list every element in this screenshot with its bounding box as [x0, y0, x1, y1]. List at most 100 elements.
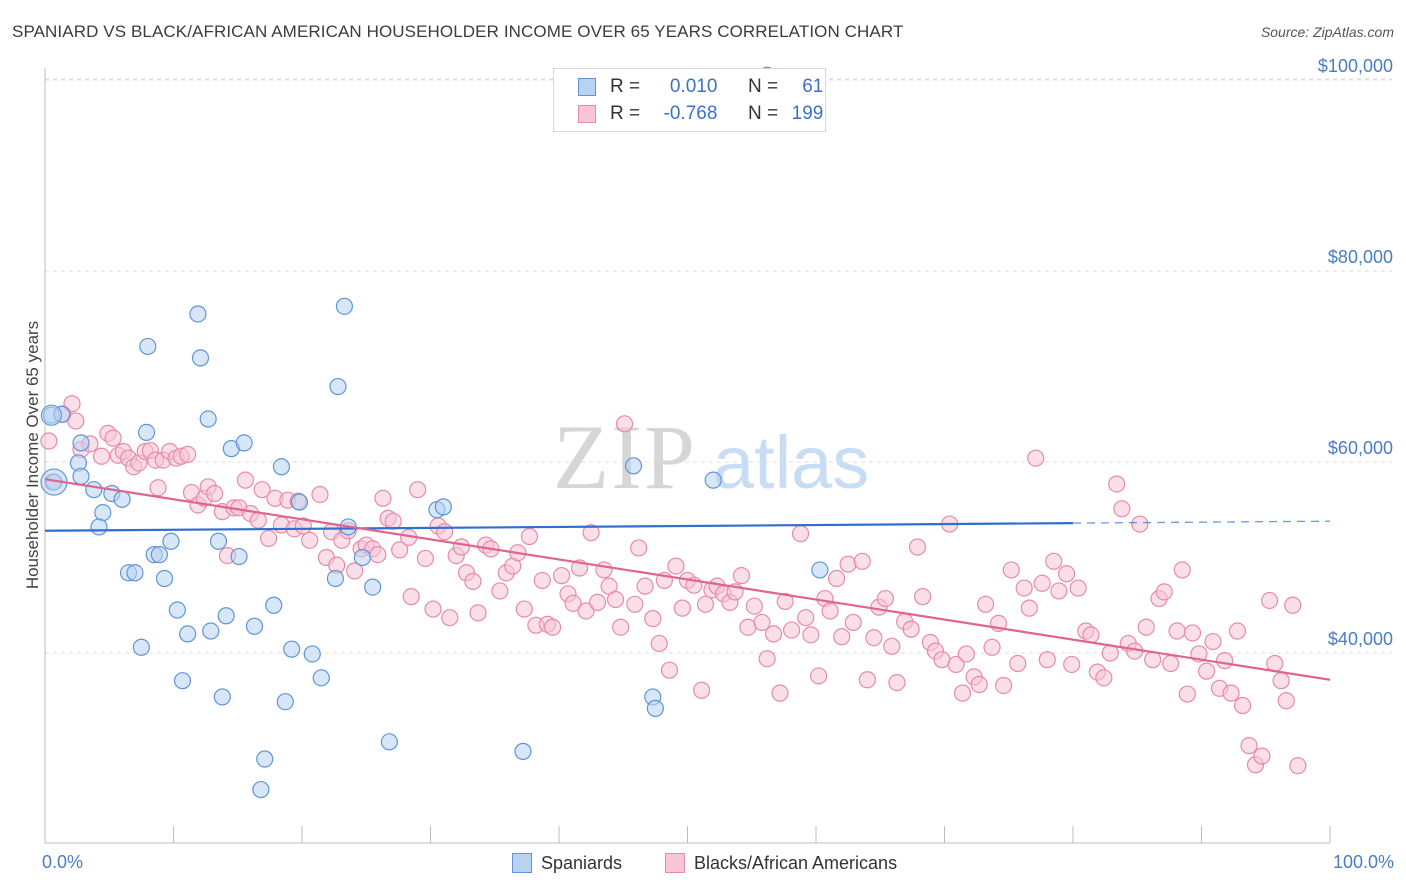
- black-african-american-point: [236, 471, 255, 489]
- spaniard-point: [312, 669, 330, 687]
- y-tick-label: $60,000: [1328, 438, 1393, 458]
- black-african-american-point: [1272, 672, 1290, 690]
- stats-legend: R = 0.010 N = 61 R = -0.768 N = 199: [553, 68, 826, 132]
- black-african-american-point: [809, 667, 828, 685]
- black-african-american-point: [827, 569, 846, 588]
- spaniard-point: [137, 423, 156, 441]
- black-african-american-point: [402, 588, 420, 606]
- black-african-american-point: [595, 561, 613, 579]
- spaniard-point: [353, 548, 371, 567]
- spaniard-point: [85, 481, 103, 499]
- black-african-american-point: [577, 602, 595, 620]
- spaniard-point: [252, 780, 270, 799]
- black-african-american-point: [1228, 622, 1247, 640]
- y-tick-labels: $40,000 $60,000 $80,000 $100,000: [1318, 56, 1393, 649]
- black-african-american-point: [533, 571, 551, 590]
- spaniard-point: [272, 458, 291, 476]
- black-african-american-point: [1137, 618, 1155, 636]
- spaniard-point: [113, 490, 131, 508]
- black-african-american-point: [758, 650, 776, 668]
- black-african-american-point: [853, 552, 871, 570]
- black-african-american-point: [384, 512, 402, 530]
- source-credit: Source: ZipAtlas.com: [1260, 24, 1394, 40]
- black-african-american-point: [753, 613, 771, 632]
- black-african-american-point: [914, 588, 932, 606]
- black-african-american-point: [1155, 583, 1173, 601]
- black-african-american-point: [771, 684, 789, 702]
- black-african-american-point: [782, 621, 801, 639]
- spaniard-point: [265, 596, 283, 614]
- spaniard-point: [72, 434, 90, 452]
- black-african-american-point: [1261, 591, 1279, 610]
- black-african-american-point: [802, 626, 820, 644]
- legend-n-value: 199: [791, 103, 824, 124]
- black-african-american-point: [865, 629, 883, 647]
- spaniard-point: [235, 434, 253, 452]
- spaniard-point: [704, 471, 722, 489]
- spaniard-point: [94, 504, 112, 522]
- black-african-american-point: [1020, 599, 1038, 617]
- spaniard-point: [213, 688, 231, 706]
- black-african-american-point: [409, 481, 427, 499]
- black-african-american-point: [1222, 684, 1240, 702]
- black-african-american-point: [1198, 662, 1216, 680]
- black-african-american-point: [983, 638, 1001, 656]
- spaniard-point: [380, 733, 398, 751]
- spaniard-point: [132, 638, 150, 656]
- black-african-american-point: [612, 618, 630, 636]
- spaniard-point: [514, 742, 532, 760]
- black-african-american-point: [644, 610, 662, 628]
- spaniard-point: [326, 569, 345, 588]
- black-african-american-point: [1038, 651, 1056, 669]
- legend-r-value: -0.768: [663, 103, 718, 124]
- spaniard-point: [245, 617, 264, 635]
- black-african-american-point: [1057, 565, 1076, 583]
- black-african-american-point: [673, 599, 691, 617]
- black-african-american-point: [1045, 552, 1063, 570]
- spaniard-point: [217, 607, 235, 625]
- black-african-american-point: [63, 395, 81, 413]
- spaniard-point: [150, 546, 168, 564]
- black-african-american-point: [1108, 475, 1126, 493]
- black-african-american-point: [844, 613, 862, 632]
- black-african-american-point: [259, 529, 278, 548]
- spaniard-point: [191, 349, 210, 367]
- black-african-american-point: [1289, 757, 1307, 775]
- black-african-american-point: [1183, 624, 1202, 642]
- black-african-american-point: [346, 562, 364, 580]
- bottom-legend-swatch-pink: [665, 853, 685, 873]
- black-african-american-point: [776, 592, 794, 611]
- black-african-american-point: [1162, 654, 1180, 673]
- spaniard-point: [189, 305, 207, 323]
- black-african-american-point: [369, 546, 387, 564]
- spaniard-point: [364, 578, 382, 596]
- legend-r-label: R =: [610, 103, 641, 124]
- spaniard-point: [155, 569, 174, 588]
- spaniards-trend-extension: [1072, 520, 1331, 524]
- spaniard-point: [624, 457, 643, 475]
- black-african-american-point: [839, 555, 857, 573]
- black-african-american-point: [104, 429, 122, 447]
- black-african-american-point: [92, 447, 111, 465]
- black-african-american-point: [667, 557, 685, 575]
- black-african-american-point: [1240, 737, 1258, 755]
- black-african-american-point: [696, 595, 715, 613]
- black-african-american-point: [902, 620, 920, 638]
- spaniard-point: [139, 337, 157, 356]
- black-african-american-point: [1204, 632, 1222, 651]
- black-african-american-point: [253, 481, 271, 499]
- spaniard-point: [290, 493, 309, 511]
- spaniard-point: [276, 693, 294, 711]
- y-tick-label: $100,000: [1318, 56, 1393, 76]
- black-african-american-point: [441, 609, 459, 627]
- black-african-american-point: [995, 676, 1013, 695]
- black-african-american-point: [1113, 500, 1131, 518]
- black-african-american-point: [1284, 596, 1302, 614]
- black-african-american-point: [1009, 654, 1027, 673]
- black-african-american-point: [464, 572, 482, 590]
- y-tick-label: $80,000: [1328, 247, 1393, 267]
- black-african-american-point: [301, 531, 319, 549]
- black-african-american-point: [391, 541, 409, 559]
- spaniard-point: [646, 699, 664, 717]
